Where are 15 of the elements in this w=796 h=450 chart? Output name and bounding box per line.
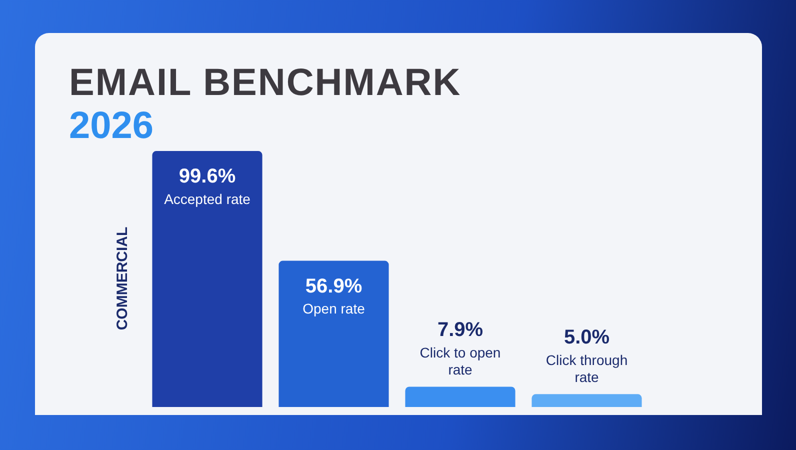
y-axis-title: COMMERCIAL [114, 226, 132, 330]
data-label: 5.0% [564, 326, 610, 349]
bar [278, 260, 389, 407]
data-label: 56.9% [305, 275, 362, 298]
bar [152, 151, 262, 407]
x-tick-label: Click to open rate [420, 344, 501, 378]
data-label: 7.9% [437, 319, 484, 342]
data-label: 99.6% [178, 166, 236, 188]
x-tick-label: Open rate [302, 300, 366, 317]
chart-title: EMAIL BENCHMARK [69, 62, 462, 105]
x-tick-label: Click through rate [546, 352, 628, 386]
bar [532, 394, 642, 407]
bar [405, 386, 516, 407]
chart-subtitle: 2026 [69, 105, 154, 148]
x-tick-label: Accepted rate [164, 190, 251, 207]
